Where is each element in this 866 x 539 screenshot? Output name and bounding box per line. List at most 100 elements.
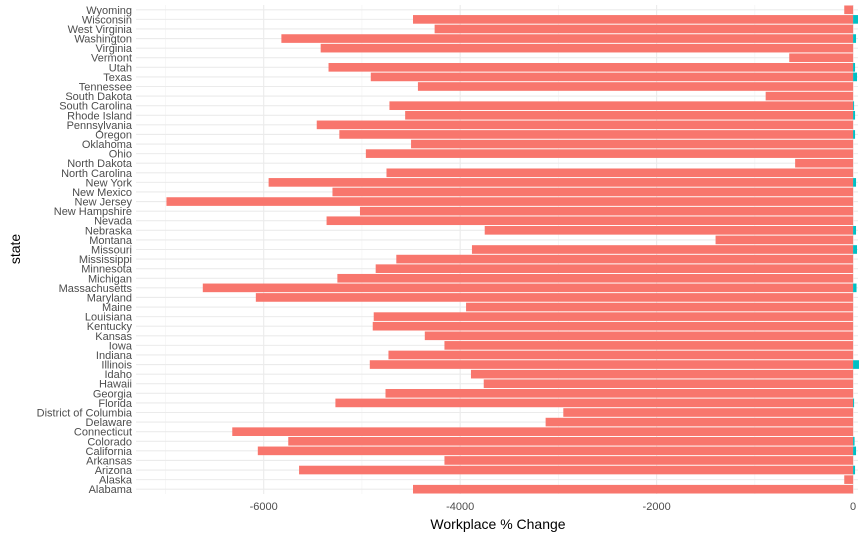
y-tick-label: California [86,446,133,458]
y-tick-label: New Hampshire [54,206,132,218]
y-tick-label: Michigan [88,273,132,285]
bar-nebraska-series-1 [484,226,854,235]
y-tick-label: South Dakota [65,91,133,103]
bar-utah-series-1 [328,63,854,72]
bar-pennsylvania-series-1 [316,120,854,130]
x-tick-label: -6000 [250,501,278,513]
y-tick-label: Arizona [95,465,133,477]
x-tick-labels: -6000 -4000 -2000 0 [250,501,857,513]
bar-missouri-series-1 [471,245,854,254]
bar-colorado-series-1 [288,436,854,446]
bar-idaho-series-1 [470,369,854,379]
y-tick-label: North Dakota [67,158,133,170]
bar-texas-series-2 [853,72,858,82]
y-tick-label: Wyoming [86,5,132,17]
bar-new-jersey-series-1 [166,197,854,206]
bar-florida-series-1 [335,398,854,408]
bar-alaska-series-1 [844,475,854,484]
bar-texas-series-1 [370,72,854,82]
bar-oregon-series-1 [339,130,854,139]
bar-wyoming-series-1 [844,5,854,15]
bar-montana-series-1 [715,235,854,245]
bar-delaware-series-1 [545,417,854,427]
y-tick-label: Wisconsin [82,14,132,26]
y-tick-label: West Virginia [68,24,133,36]
bar-california-series-1 [257,446,854,456]
bar-nebraska-series-2 [853,226,857,235]
bar-indiana-series-1 [388,350,854,360]
bar-arkansas-series-1 [444,456,854,465]
y-tick-label: Indiana [96,350,133,362]
bar-iowa-series-1 [444,341,854,350]
bar-illinois-series-1 [369,360,854,369]
y-tick-label: Texas [103,72,132,84]
bar-alabama-series-1 [413,484,854,494]
y-tick-label: Massachusetts [59,283,133,295]
y-tick-label: Missouri [91,245,132,257]
bar-oregon-series-2 [853,130,856,139]
bar-arizona-series-2 [853,465,856,475]
y-tick-labels: AlabamaAlaskaArizonaArkansasCaliforniaCo… [37,5,133,496]
bar-north-carolina-series-1 [386,168,854,178]
bar-maine-series-1 [466,302,854,312]
bar-washington-series-2 [853,34,857,43]
bar-rhode-island-series-2 [853,110,856,120]
y-tick-label: Maryland [87,292,132,304]
bar-rhode-island-series-1 [405,110,854,120]
y-tick-label: Georgia [93,388,133,400]
y-tick-label: Delaware [86,417,132,429]
y-tick-label: Hawaii [99,379,132,391]
y-tick-label: Utah [109,62,132,74]
bar-utah-series-2 [853,63,856,72]
bar-vermont-series-1 [789,53,854,63]
bar-new-york-series-1 [268,178,854,187]
bar-florida-series-2 [853,398,855,408]
y-tick-label: Idaho [104,369,132,381]
y-tick-label: Pennsylvania [67,120,133,132]
y-tick-label: Kentucky [87,321,133,333]
bars [166,5,859,494]
y-tick-label: Alabama [89,484,133,496]
bar-massachusetts-series-1 [202,283,854,293]
y-tick-label: Montana [89,235,133,247]
y-tick-label: Ohio [109,149,132,161]
bar-south-carolina-series-2 [853,101,855,110]
y-tick-label: Mississippi [79,254,132,266]
bar-mississippi-series-1 [396,254,854,264]
bar-nevada-series-1 [326,216,854,226]
bar-georgia-series-1 [385,389,854,398]
y-tick-label: Nebraska [85,225,133,237]
y-tick-label: South Carolina [59,101,133,113]
x-tick-label: -2000 [643,501,671,513]
bar-north-dakota-series-1 [795,158,854,168]
bar-wisconsin-series-1 [413,15,854,24]
bar-hawaii-series-1 [483,379,854,389]
bar-district-of-columbia-series-1 [563,408,854,417]
bar-ohio-series-1 [365,149,854,158]
y-tick-label: Tennessee [79,82,132,94]
y-tick-label: New York [86,177,133,189]
bar-tennessee-series-1 [417,82,854,91]
y-tick-label: Colorado [87,436,132,448]
y-axis-title: state [7,234,23,265]
bar-louisiana-series-1 [373,312,854,321]
y-tick-label: Louisiana [85,312,133,324]
y-tick-label: Minnesota [81,264,133,276]
bar-oklahoma-series-1 [411,139,854,149]
bar-south-carolina-series-1 [389,101,854,110]
y-tick-label: District of Columbia [37,408,133,420]
y-tick-label: Nevada [94,216,133,228]
bar-new-mexico-series-1 [332,187,854,197]
bar-illinois-series-2 [853,360,859,369]
bar-massachusetts-series-2 [853,283,857,293]
x-tick-label: 0 [850,501,856,513]
y-tick-label: North Carolina [61,168,133,180]
bar-michigan-series-1 [337,273,854,283]
bar-missouri-series-2 [853,245,858,254]
bar-maryland-series-1 [255,293,854,302]
y-tick-label: New Mexico [72,187,132,199]
y-tick-label: Oklahoma [82,139,133,151]
y-tick-label: Connecticut [74,427,132,439]
bar-south-dakota-series-1 [765,91,854,101]
